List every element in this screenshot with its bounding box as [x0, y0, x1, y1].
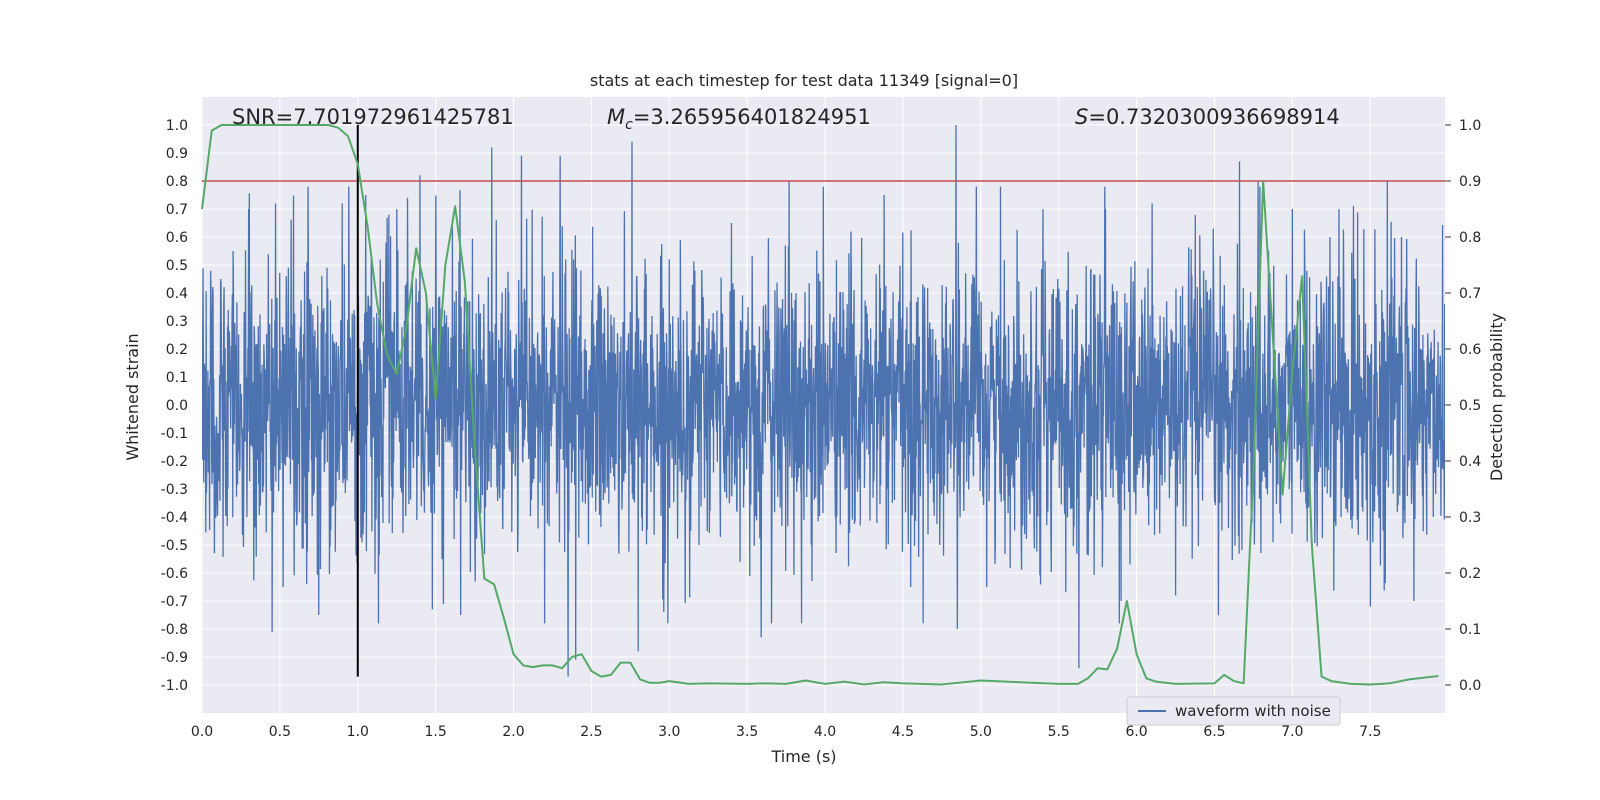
y-tick-label: -0.3: [161, 482, 188, 498]
y2-tick-label: 0.9: [1459, 174, 1481, 190]
y-tick-label: -1.0: [161, 678, 188, 694]
x-tick-label: 0.5: [269, 724, 291, 740]
x-tick-label: 2.0: [502, 724, 524, 740]
y2-tick-label: 0.5: [1459, 398, 1481, 414]
y-tick-label: 0.6: [166, 230, 188, 246]
x-tick-label: 5.5: [1048, 724, 1070, 740]
x-tick-label: 0.0: [191, 724, 213, 740]
y-tick-label: -0.1: [161, 426, 188, 442]
y-tick-label: -0.7: [161, 594, 188, 610]
snr-annotation: SNR=7.701972961425781: [232, 105, 514, 129]
y-tick-label: 0.5: [166, 258, 188, 274]
s-symbol: S: [1075, 105, 1088, 129]
y-tick-label: 0.9: [166, 146, 188, 162]
x-axis-ticks: 0.0 0.5 1.0 1.5 2.0 2.5 3.0 3.5 4.0 4.5 5.0 5.5 6.0 6…: [191, 724, 1381, 740]
y-axis-label: Whitened strain: [123, 333, 142, 460]
legend-box: [1126, 696, 1341, 726]
s-value: =0.7320300936698914: [1088, 105, 1339, 129]
y2-axis-label: Detection probability: [1487, 313, 1506, 481]
s-annotation: S=0.7320300936698914: [1075, 105, 1340, 129]
x-tick-label: 2.5: [580, 724, 602, 740]
y-tick-label: -0.4: [161, 510, 188, 526]
x-tick-label: 1.0: [347, 724, 369, 740]
y2-tick-label: 0.4: [1459, 454, 1481, 470]
y-axis-ticks: -1.0 -0.9 -0.8 -0.7 -0.6 -0.5 -0.4 -0.3 -0.2 -0.1…: [161, 118, 188, 694]
x-tick-label: 6.5: [1203, 724, 1225, 740]
x-tick-label: 7.0: [1281, 724, 1303, 740]
y-tick-label: 0.7: [166, 202, 188, 218]
y-tick-label: 0.0: [166, 398, 188, 414]
y-tick-label: 0.1: [166, 370, 188, 386]
y-tick-label: -0.6: [161, 566, 188, 582]
x-tick-label: 5.0: [970, 724, 992, 740]
waveform-series: [202, 124, 1445, 677]
y-tick-label: -0.9: [161, 650, 188, 666]
y2-tick-label: 0.8: [1459, 230, 1481, 246]
y-tick-label: 1.0: [166, 118, 188, 134]
y-tick-label: -0.8: [161, 622, 188, 638]
y-tick-label: 0.3: [166, 314, 188, 330]
y-tick-label: -0.2: [161, 454, 188, 470]
x-tick-label: 6.0: [1125, 724, 1147, 740]
chart-title: stats at each timestep for test data 113…: [590, 71, 1018, 90]
waveform-trace: [202, 124, 1445, 677]
y2-tick-label: 0.0: [1459, 678, 1481, 694]
legend-label: waveform with noise: [1175, 702, 1331, 720]
y2-tick-label: 0.2: [1459, 566, 1481, 582]
y2-tick-label: 1.0: [1459, 118, 1481, 134]
detection-probability-line: [201, 124, 1439, 686]
x-tick-label: 7.5: [1359, 724, 1381, 740]
x-tick-label: 4.0: [814, 724, 836, 740]
chirp-mass-value: =3.265956401824951: [633, 105, 871, 129]
x-tick-label: 1.5: [425, 724, 447, 740]
y-tick-label: 0.2: [166, 342, 188, 358]
y-tick-label: 0.4: [166, 286, 188, 302]
x-tick-label: 3.5: [736, 724, 758, 740]
chirp-mass-subscript: c: [625, 117, 633, 133]
y2-tick-label: 0.7: [1459, 286, 1481, 302]
chirp-mass-symbol: M: [607, 105, 625, 129]
x-tick-label: 4.5: [892, 724, 914, 740]
y2-axis-ticks: 0.0 0.1 0.2 0.3 0.4 0.5 0.6 0.7 0.8 0.9 1.0: [1445, 118, 1481, 694]
y2-tick-label: 0.1: [1459, 622, 1481, 638]
y-tick-label: -0.5: [161, 538, 188, 554]
chirp-mass-annotation: Mc=3.265956401824951: [607, 105, 871, 133]
y2-tick-label: 0.6: [1459, 342, 1481, 358]
y-tick-label: 0.8: [166, 174, 188, 190]
legend: waveform with noise: [1126, 696, 1341, 726]
x-axis-label: Time (s): [770, 747, 836, 766]
y2-tick-label: 0.3: [1459, 510, 1481, 526]
x-tick-label: 3.0: [658, 724, 680, 740]
